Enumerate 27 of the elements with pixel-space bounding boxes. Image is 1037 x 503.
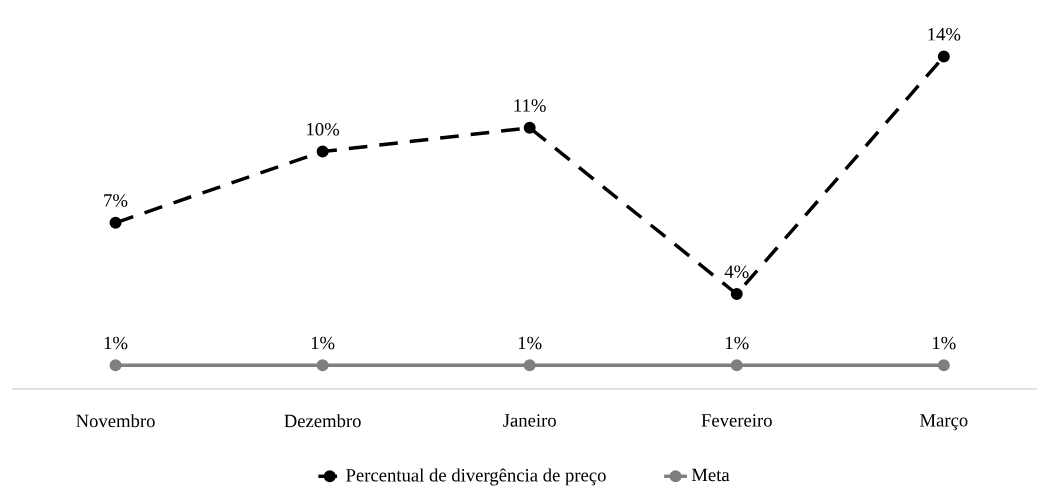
legend-label: Percentual de divergência de preço — [346, 468, 606, 486]
data-label: 11% — [514, 99, 546, 112]
data-label: 1% — [104, 336, 128, 350]
point — [730, 288, 743, 301]
legend-label: Meta — [691, 468, 730, 482]
point — [523, 121, 536, 134]
point — [316, 145, 329, 158]
point — [730, 359, 743, 372]
x-tick-label: Novembro — [76, 414, 155, 428]
data-label: 4% — [724, 265, 749, 279]
data-label: 1% — [518, 336, 542, 350]
data-label: 1% — [311, 336, 335, 350]
point — [109, 216, 122, 229]
data-label: 1% — [933, 336, 956, 350]
data-label: 1% — [725, 336, 749, 350]
data-label: 14% — [928, 27, 961, 41]
x-tick-label: Dezembro — [284, 414, 361, 428]
data-label: 10% — [307, 122, 340, 136]
point — [937, 359, 950, 372]
x-tick-label: Fevereiro — [701, 414, 772, 427]
data-label: 7% — [104, 194, 128, 207]
point — [109, 359, 122, 372]
point — [316, 359, 329, 372]
x-tick-label: Março — [920, 414, 968, 431]
x-tick-label: Janeiro — [503, 414, 556, 427]
point — [523, 359, 536, 372]
point — [937, 50, 950, 63]
